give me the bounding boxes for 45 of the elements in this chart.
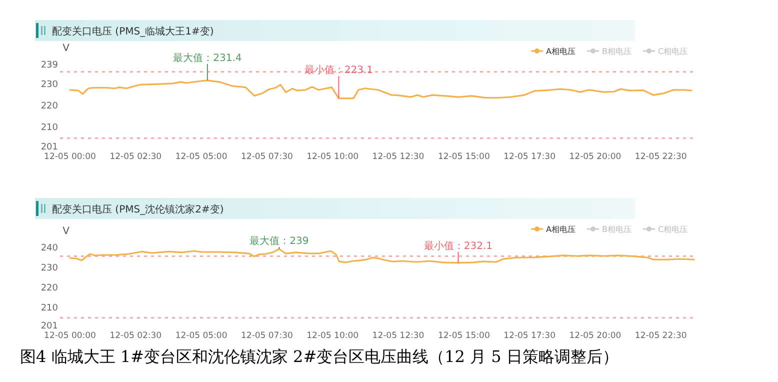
- y-tick-label: 210: [40, 123, 58, 134]
- legend-label: A相电压: [546, 47, 576, 56]
- y-tick-label: 220: [40, 102, 58, 112]
- x-tick-label: 12-05 07:30: [241, 331, 293, 341]
- legend-label: B相电压: [602, 47, 632, 56]
- x-tick-label: 12-05 00:00: [44, 331, 96, 341]
- annotation: 最大值：231.4: [173, 52, 242, 64]
- chart-title: 配变关口电压 (PMS_临城大王1#变): [52, 26, 214, 38]
- x-tick-label: 12-05 10:00: [306, 152, 359, 162]
- x-tick-label: 12-05 15:00: [438, 152, 490, 162]
- legend-label: C相电压: [658, 47, 688, 56]
- legend-label: A相电压: [546, 225, 576, 234]
- y-tick-label: 220: [40, 284, 58, 294]
- x-tick-label: 12-05 02:30: [110, 152, 162, 162]
- y-tick-label: 201: [40, 322, 58, 332]
- y-tick-label: 230: [40, 264, 58, 274]
- x-tick-label: 12-05 22:30: [634, 331, 687, 341]
- x-tick-label: 12-05 12:30: [372, 152, 424, 162]
- y-tick-label: 201: [40, 142, 58, 152]
- y-axis-title: V: [62, 43, 70, 54]
- y-tick-label: 210: [40, 304, 58, 314]
- legend-label: B相电压: [602, 225, 632, 234]
- annotation: 最大值：239: [250, 235, 309, 247]
- x-tick-label: 12-05 07:30: [241, 152, 293, 162]
- x-tick-label: 12-05 02:30: [110, 331, 162, 341]
- caption: 图4 临城大王 1#变台区和沈伦镇沈家 2#变台区电压曲线（12 月 5 日策略调整后）: [20, 347, 618, 366]
- x-tick-label: 12-05 05:00: [175, 331, 228, 341]
- x-tick-label: 12-05 17:30: [504, 152, 556, 162]
- y-tick-label: 239: [40, 60, 58, 70]
- y-tick-label: 230: [40, 80, 58, 90]
- x-tick-label: 12-05 17:30: [504, 331, 556, 341]
- x-tick-label: 12-05 12:30: [372, 331, 424, 341]
- x-tick-label: 12-05 15:00: [438, 331, 490, 341]
- annotation: 最小值：232.1: [424, 240, 493, 252]
- x-tick-label: 12-05 00:00: [44, 152, 96, 162]
- annotation: 最小值：223.1: [304, 64, 374, 76]
- x-tick-label: 12-05 20:00: [569, 331, 622, 341]
- x-tick-label: 12-05 05:00: [175, 152, 228, 162]
- x-tick-label: 12-05 20:00: [569, 152, 622, 162]
- y-axis-title: V: [62, 226, 70, 237]
- y-tick-label: 240: [40, 244, 58, 254]
- legend-label: C相电压: [658, 225, 688, 234]
- chart-title: 配变关口电压 (PMS_沈伦镇沈家2#变): [52, 204, 224, 216]
- x-tick-label: 12-05 10:00: [306, 331, 359, 341]
- x-tick-label: 12-05 22:30: [634, 152, 687, 162]
